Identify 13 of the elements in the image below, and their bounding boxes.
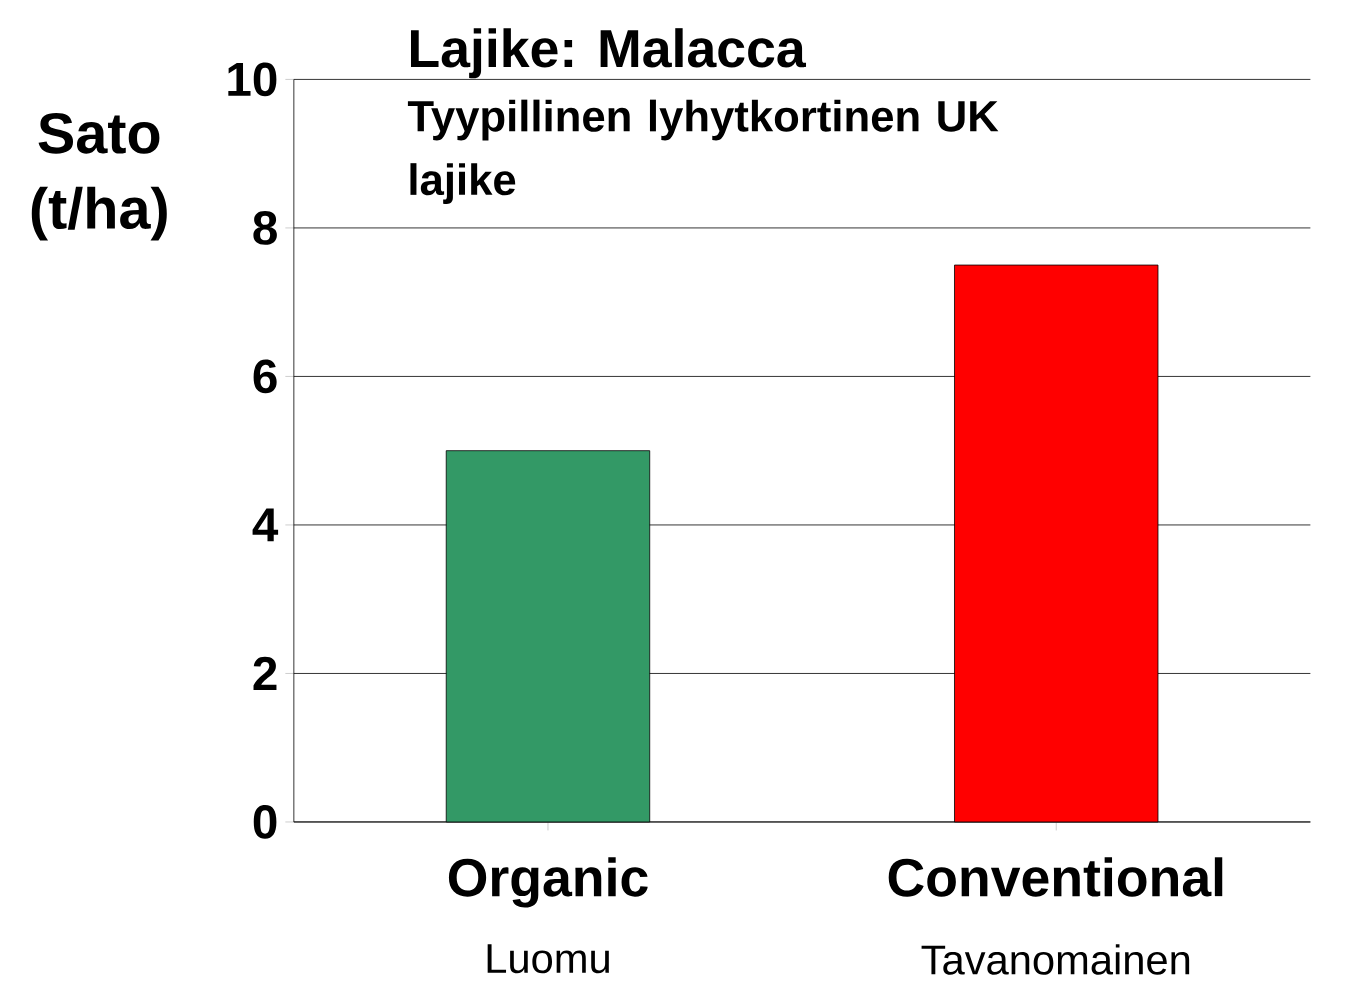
y-tick-label: 4 — [252, 508, 279, 542]
y-tick-label: 0 — [253, 805, 277, 839]
text: Luomu — [487, 944, 609, 974]
y-axis-title: Sato (t/ha) — [31, 113, 167, 241]
text: Tyypillinen lyhytkortinen UK lajike — [407, 99, 999, 205]
y-tick-label: 10 — [228, 62, 277, 97]
x-tick-label: Conventional — [888, 857, 1223, 897]
x-tick-label: Organic — [448, 857, 648, 908]
text: Tavanomainen — [921, 944, 1190, 975]
y-tick-label: 2 — [253, 656, 277, 691]
chart-title: Lajike: Malacca — [410, 28, 807, 79]
y-tick-label: 8 — [253, 211, 277, 245]
y-tick-label: 6 — [253, 359, 277, 394]
